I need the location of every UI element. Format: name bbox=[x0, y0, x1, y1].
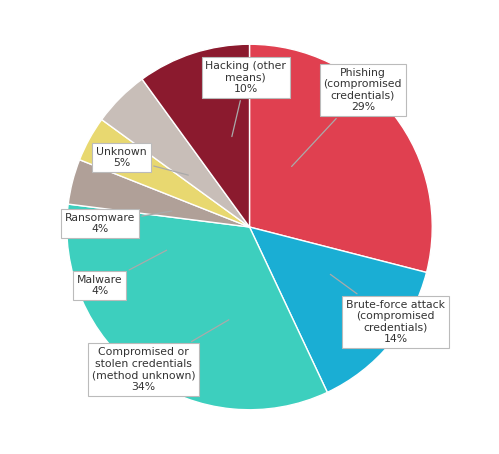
Wedge shape bbox=[102, 79, 250, 227]
Wedge shape bbox=[67, 204, 327, 410]
Text: Ransomware
4%: Ransomware 4% bbox=[64, 211, 172, 234]
Text: Unknown
5%: Unknown 5% bbox=[96, 147, 188, 175]
Text: Phishing
(compromised
credentials)
29%: Phishing (compromised credentials) 29% bbox=[291, 68, 402, 167]
Text: Malware
4%: Malware 4% bbox=[77, 250, 167, 296]
Wedge shape bbox=[250, 44, 432, 272]
Text: Hacking (other
means)
10%: Hacking (other means) 10% bbox=[206, 60, 286, 137]
Wedge shape bbox=[68, 160, 250, 227]
Wedge shape bbox=[142, 44, 250, 227]
Wedge shape bbox=[250, 227, 427, 392]
Wedge shape bbox=[79, 119, 250, 227]
Text: Compromised or
stolen credentials
(method unknown)
34%: Compromised or stolen credentials (metho… bbox=[92, 320, 229, 392]
Text: Brute-force attack
(compromised
credentials)
14%: Brute-force attack (compromised credenti… bbox=[330, 274, 445, 345]
